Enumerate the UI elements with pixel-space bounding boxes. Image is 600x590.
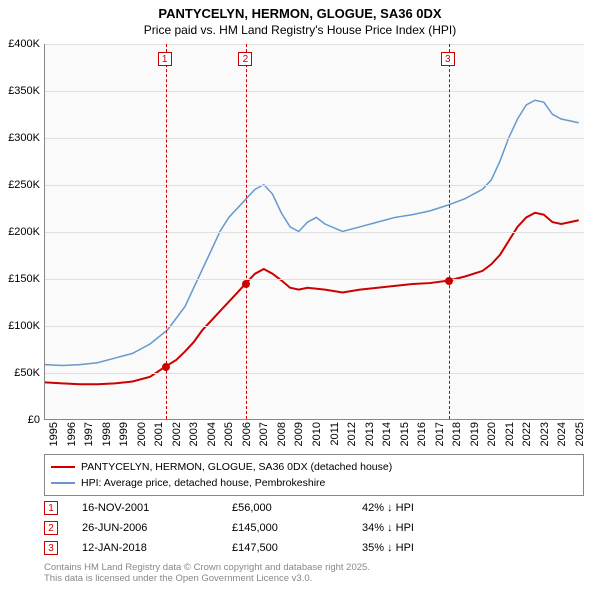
x-axis-label: 1998 — [101, 422, 113, 452]
table-row: 3 12-JAN-2018£147,50035% ↓ HPI — [44, 538, 584, 558]
x-axis-label: 2017 — [434, 422, 446, 452]
transaction-marker-2: 2 — [238, 52, 252, 66]
x-axis-label: 2019 — [469, 422, 481, 452]
row-date: 26-JUN-2006 — [82, 522, 232, 534]
row-diff: 42% ↓ HPI — [362, 502, 472, 514]
y-axis-label: £200K — [0, 226, 40, 238]
transaction-dot — [162, 363, 170, 371]
x-axis-label: 2009 — [293, 422, 305, 452]
row-diff: 34% ↓ HPI — [362, 522, 472, 534]
x-axis-label: 1997 — [83, 422, 95, 452]
chart-plot-area — [44, 44, 584, 420]
gridline — [45, 91, 584, 92]
x-axis-label: 2006 — [241, 422, 253, 452]
y-axis-label: £50K — [0, 367, 40, 379]
x-axis-label: 2021 — [504, 422, 516, 452]
x-axis-label: 2010 — [311, 422, 323, 452]
transactions-table: 1 16-NOV-2001£56,00042% ↓ HPI 2 26-JUN-2006… — [44, 498, 584, 558]
chart-subtitle: Price paid vs. HM Land Registry's House … — [0, 23, 600, 39]
row-price: £56,000 — [232, 502, 362, 514]
footer-line-1: Contains HM Land Registry data © Crown c… — [44, 562, 370, 573]
x-axis-label: 2020 — [486, 422, 498, 452]
x-axis-label: 2013 — [364, 422, 376, 452]
row-diff: 35% ↓ HPI — [362, 542, 472, 554]
transaction-vline — [449, 44, 450, 419]
x-axis-label: 1996 — [66, 422, 78, 452]
gridline — [45, 232, 584, 233]
x-axis-label: 2005 — [223, 422, 235, 452]
series-price_paid — [45, 213, 579, 385]
x-axis-label: 2003 — [188, 422, 200, 452]
transaction-marker-3: 3 — [441, 52, 455, 66]
transaction-dot — [242, 280, 250, 288]
gridline — [45, 279, 584, 280]
x-axis-label: 2025 — [574, 422, 586, 452]
legend-label-1: PANTYCELYN, HERMON, GLOGUE, SA36 0DX (de… — [81, 461, 392, 473]
transaction-vline — [246, 44, 247, 419]
legend-swatch-2 — [51, 482, 75, 484]
transaction-dot — [445, 277, 453, 285]
x-axis-label: 2007 — [258, 422, 270, 452]
row-price: £145,000 — [232, 522, 362, 534]
gridline — [45, 326, 584, 327]
y-axis-label: £150K — [0, 273, 40, 285]
row-marker: 1 — [44, 501, 58, 515]
x-axis-label: 1995 — [48, 422, 60, 452]
footer-line-2: This data is licensed under the Open Gov… — [44, 573, 370, 584]
chart-title: PANTYCELYN, HERMON, GLOGUE, SA36 0DX — [0, 0, 600, 23]
y-axis-label: £250K — [0, 179, 40, 191]
x-axis-label: 2000 — [136, 422, 148, 452]
x-axis-label: 2008 — [276, 422, 288, 452]
x-axis-label: 2016 — [416, 422, 428, 452]
x-axis-label: 2001 — [153, 422, 165, 452]
row-date: 12-JAN-2018 — [82, 542, 232, 554]
row-marker: 2 — [44, 521, 58, 535]
row-date: 16-NOV-2001 — [82, 502, 232, 514]
x-axis-label: 2022 — [521, 422, 533, 452]
legend-item-hpi: HPI: Average price, detached house, Pemb… — [51, 475, 577, 491]
gridline — [45, 138, 584, 139]
gridline — [45, 185, 584, 186]
y-axis-label: £100K — [0, 320, 40, 332]
x-axis-label: 1999 — [118, 422, 130, 452]
x-axis-label: 2011 — [329, 422, 341, 452]
x-axis-label: 2015 — [399, 422, 411, 452]
table-row: 2 26-JUN-2006£145,00034% ↓ HPI — [44, 518, 584, 538]
x-axis-label: 2012 — [346, 422, 358, 452]
legend-label-2: HPI: Average price, detached house, Pemb… — [81, 477, 325, 489]
x-axis-label: 2004 — [206, 422, 218, 452]
x-axis-label: 2024 — [556, 422, 568, 452]
footer-attribution: Contains HM Land Registry data © Crown c… — [44, 562, 370, 585]
transaction-marker-1: 1 — [158, 52, 172, 66]
y-axis-label: £0 — [0, 414, 40, 426]
y-axis-label: £350K — [0, 85, 40, 97]
gridline — [45, 373, 584, 374]
chart-container: PANTYCELYN, HERMON, GLOGUE, SA36 0DX Pri… — [0, 0, 600, 590]
gridline — [45, 44, 584, 45]
x-axis-label: 2023 — [539, 422, 551, 452]
x-axis-label: 2018 — [451, 422, 463, 452]
x-axis-label: 2002 — [171, 422, 183, 452]
row-marker: 3 — [44, 541, 58, 555]
legend: PANTYCELYN, HERMON, GLOGUE, SA36 0DX (de… — [44, 454, 584, 496]
y-axis-label: £300K — [0, 132, 40, 144]
row-price: £147,500 — [232, 542, 362, 554]
legend-swatch-1 — [51, 466, 75, 468]
legend-item-price-paid: PANTYCELYN, HERMON, GLOGUE, SA36 0DX (de… — [51, 459, 577, 475]
table-row: 1 16-NOV-2001£56,00042% ↓ HPI — [44, 498, 584, 518]
y-axis-label: £400K — [0, 38, 40, 50]
x-axis-label: 2014 — [381, 422, 393, 452]
